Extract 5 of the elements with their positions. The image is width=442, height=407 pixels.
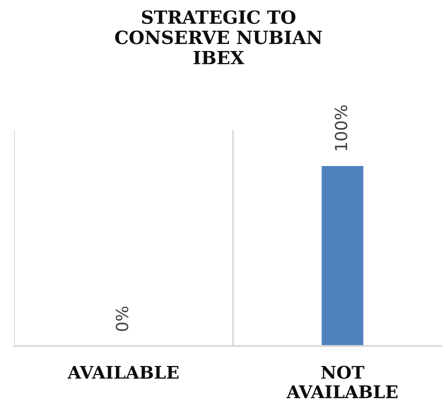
x-tick-label: AVAILABLE bbox=[68, 366, 178, 379]
data-label: 0% bbox=[116, 306, 128, 332]
data-label: 100% bbox=[334, 105, 348, 150]
chart-title: STRATEGIC TO CONSERVE NUBIAN IBEX bbox=[115, 10, 322, 64]
x-tick-label: NOT AVAILABLE bbox=[286, 366, 398, 398]
